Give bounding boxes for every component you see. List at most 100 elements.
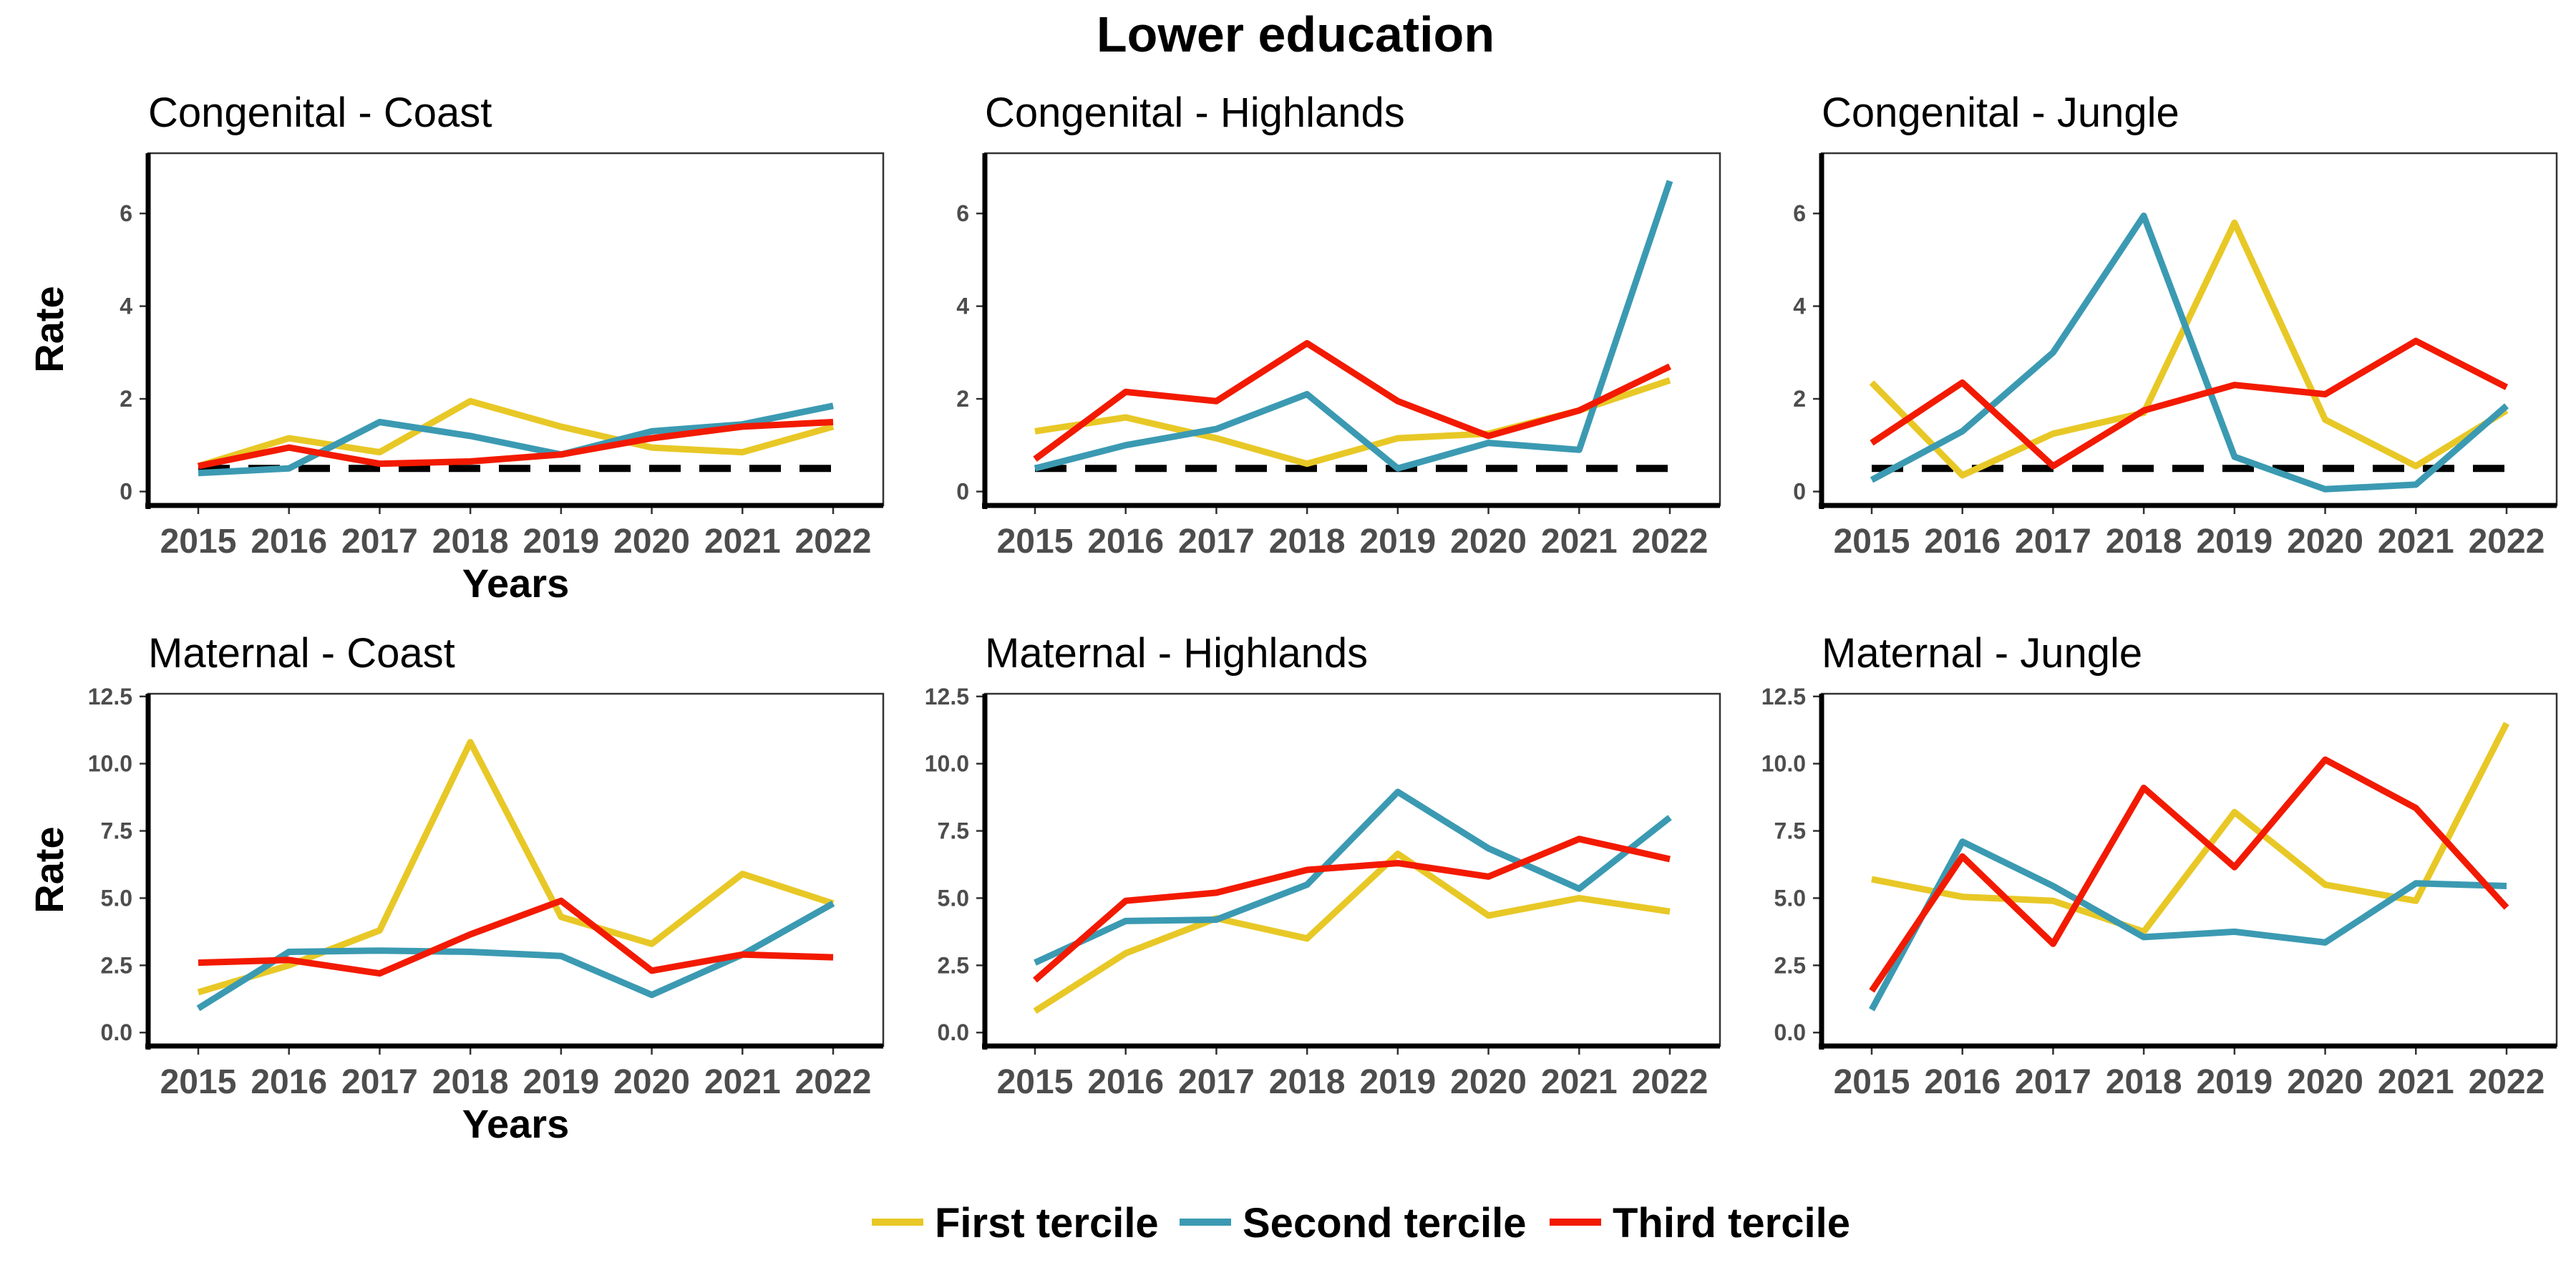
legend-label: Third tercile [1613, 1200, 1850, 1246]
panel-maternal-coast: Maternal - Coast 0.0 2.5 5.0 7.5 10.0 12.5 2015… [26, 630, 885, 1146]
y-tick-label: 2 [120, 386, 132, 412]
y-tick-label: 2.5 [101, 952, 132, 978]
legend: First tercile Second tercile Third tercile [872, 1200, 1850, 1246]
panel-title: Maternal - Highlands [985, 630, 1368, 677]
x-tick-label: 2018 [432, 1063, 509, 1101]
y-tick-label: 7.5 [938, 818, 969, 844]
y-tick-label: 2 [1793, 386, 1806, 412]
series-line-second-tercile [1869, 838, 2507, 1012]
y-tick-label: 0 [1793, 479, 1806, 505]
x-tick-label: 2021 [1541, 1063, 1618, 1101]
x-tick-label: 2021 [1541, 523, 1618, 561]
y-tick-label: 12.5 [1761, 684, 1806, 710]
series-line-third-tercile [1033, 836, 1671, 983]
x-axis-title: Years [462, 1101, 570, 1146]
y-tick-label: 7.5 [1774, 818, 1806, 844]
x-tick-label: 2015 [1834, 1063, 1910, 1101]
y-tick-label: 12.5 [88, 684, 132, 710]
x-tick-label: 2020 [613, 1063, 690, 1101]
x-tick-label: 2016 [1087, 523, 1164, 561]
panel-title: Maternal - Jungle [1822, 630, 2142, 677]
series-line-second-tercile [1034, 788, 1672, 966]
x-tick-label: 2022 [795, 1063, 872, 1101]
y-tick-label: 4 [956, 294, 969, 319]
series-line-first-tercile [197, 397, 835, 470]
y-tick-label: 2.5 [938, 952, 969, 978]
series-line-third-tercile [1869, 756, 2509, 993]
x-tick-label: 2015 [997, 523, 1074, 561]
panel-title: Congenital - Highlands [985, 89, 1405, 136]
y-tick-label: 0 [956, 479, 969, 505]
y-tick-label: 2 [956, 386, 969, 412]
y-axis-title: Rate [26, 826, 72, 913]
panel-congenital-jungle: Congenital - Jungle 0 2 4 6 2015 2016 2017 2018 2… [1793, 89, 2558, 561]
y-tick-label: 4 [120, 294, 132, 319]
series-line-first-tercile [1869, 219, 2509, 479]
x-tick-label: 2020 [1450, 523, 1527, 561]
y-tick-label: 0.0 [101, 1020, 132, 1045]
chart-title: Lower education [1097, 6, 1494, 62]
x-tick-label: 2019 [2196, 1063, 2273, 1101]
x-tick-label: 2020 [1450, 1063, 1527, 1101]
x-tick-label: 2019 [1359, 523, 1436, 561]
y-tick-label: 7.5 [101, 818, 132, 844]
x-tick-label: 2018 [2106, 523, 2182, 561]
y-tick-label: 10.0 [88, 751, 132, 777]
x-tick-label: 2017 [341, 1063, 418, 1101]
series-line-first-tercile [1871, 722, 2510, 935]
y-tick-label: 5.0 [938, 885, 969, 911]
panel-title: Congenital - Jungle [1822, 89, 2179, 136]
legend-item-first-tercile: First tercile [872, 1200, 1159, 1246]
x-tick-label: 2019 [2196, 523, 2273, 561]
y-tick-label: 10.0 [925, 751, 969, 777]
y-tick-label: 0 [120, 479, 132, 505]
x-tick-label: 2016 [251, 523, 327, 561]
x-tick-label: 2020 [2287, 523, 2363, 561]
y-tick-label: 12.5 [925, 684, 969, 710]
x-tick-label: 2015 [1834, 523, 1910, 561]
y-tick-label: 4 [1793, 294, 1806, 319]
x-tick-label: 2021 [704, 1063, 781, 1101]
x-tick-label: 2015 [160, 523, 237, 561]
x-tick-label: 2019 [523, 1063, 599, 1101]
x-tick-label: 2022 [795, 523, 872, 561]
legend-item-second-tercile: Second tercile [1180, 1200, 1526, 1246]
x-tick-label: 2021 [2378, 523, 2454, 561]
x-tick-label: 2018 [1269, 1063, 1346, 1101]
y-tick-label: 5.0 [101, 885, 132, 911]
series-line-third-tercile [1870, 337, 2509, 470]
series-line-second-tercile [196, 900, 835, 1012]
panel-maternal-highlands: Maternal - Highlands 0.0 2.5 5.0 7.5 10.0 12.5… [925, 630, 1721, 1101]
x-tick-label: 2022 [2469, 1063, 2545, 1101]
series-line-second-tercile [1870, 212, 2509, 493]
panel-frame [983, 692, 1721, 1047]
series-line-second-tercile [1034, 180, 1673, 472]
x-tick-label: 2019 [1359, 1063, 1436, 1101]
y-axis-title: Rate [26, 286, 72, 372]
x-tick-label: 2022 [1632, 523, 1709, 561]
series-line-third-tercile [1033, 339, 1671, 462]
legend-label: Second tercile [1243, 1200, 1526, 1246]
x-tick-label: 2020 [613, 523, 690, 561]
panel-title: Congenital - Coast [148, 89, 492, 136]
x-tick-label: 2022 [2469, 523, 2545, 561]
panel-maternal-jungle: Maternal - Jungle 0.0 2.5 5.0 7.5 10.0 12.5 201… [1761, 630, 2558, 1101]
y-tick-label: 6 [120, 200, 132, 226]
y-tick-label: 2.5 [1774, 952, 1806, 978]
panel-title: Maternal - Coast [148, 630, 455, 677]
x-tick-label: 2022 [1632, 1063, 1709, 1101]
y-tick-label: 5.0 [1774, 885, 1806, 911]
y-tick-label: 0.0 [1774, 1020, 1806, 1045]
x-tick-label: 2016 [1924, 523, 2001, 561]
x-tick-label: 2016 [251, 1063, 327, 1101]
x-tick-label: 2017 [1178, 1063, 1255, 1101]
y-tick-label: 6 [956, 200, 969, 226]
panel-congenital-coast: Congenital - Coast 0 2 4 6 2015 2016 2017 2018 20… [26, 89, 885, 606]
y-tick-label: 6 [1793, 200, 1806, 226]
x-tick-label: 2017 [1178, 523, 1255, 561]
series-line-third-tercile [198, 897, 834, 977]
x-tick-label: 2018 [2106, 1063, 2182, 1101]
panel-frame [147, 692, 885, 1047]
